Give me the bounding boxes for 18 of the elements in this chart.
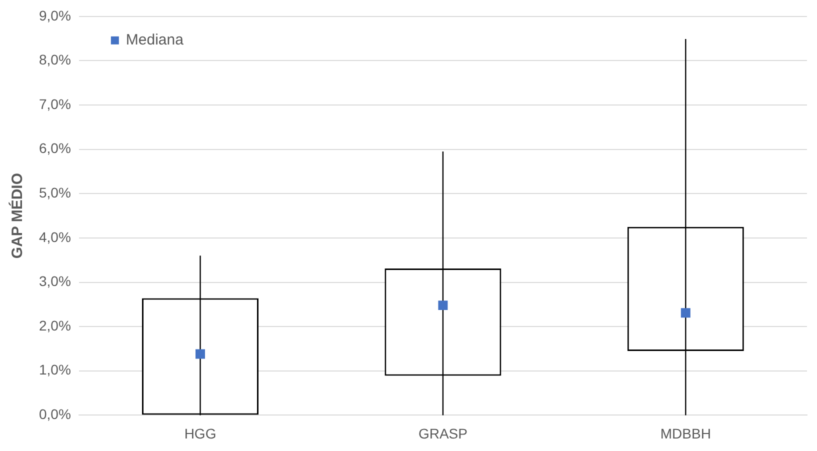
y-tick-label: 9,0% xyxy=(38,7,71,24)
x-tick-label: HGG xyxy=(184,425,216,442)
y-tick-label: 7,0% xyxy=(38,96,71,112)
y-tick-label: 5,0% xyxy=(38,184,71,201)
y-tick-label: 6,0% xyxy=(38,140,71,156)
x-tick-label: GRASP xyxy=(418,425,468,442)
y-tick-label: 4,0% xyxy=(38,228,71,245)
legend-label: Mediana xyxy=(126,32,184,49)
y-tick-label: 3,0% xyxy=(38,273,71,290)
point xyxy=(438,300,448,310)
y-axis-title: GAP MÉDIO xyxy=(8,172,26,259)
y-tick-label: 2,0% xyxy=(38,317,71,334)
y-tick-label: 8,0% xyxy=(38,52,71,68)
x-tick-label: MDBBH xyxy=(660,425,711,442)
y-tick-label: 0,0% xyxy=(38,406,71,422)
y-tick-label: 1,0% xyxy=(38,362,71,378)
point xyxy=(680,308,690,318)
point xyxy=(196,349,205,359)
